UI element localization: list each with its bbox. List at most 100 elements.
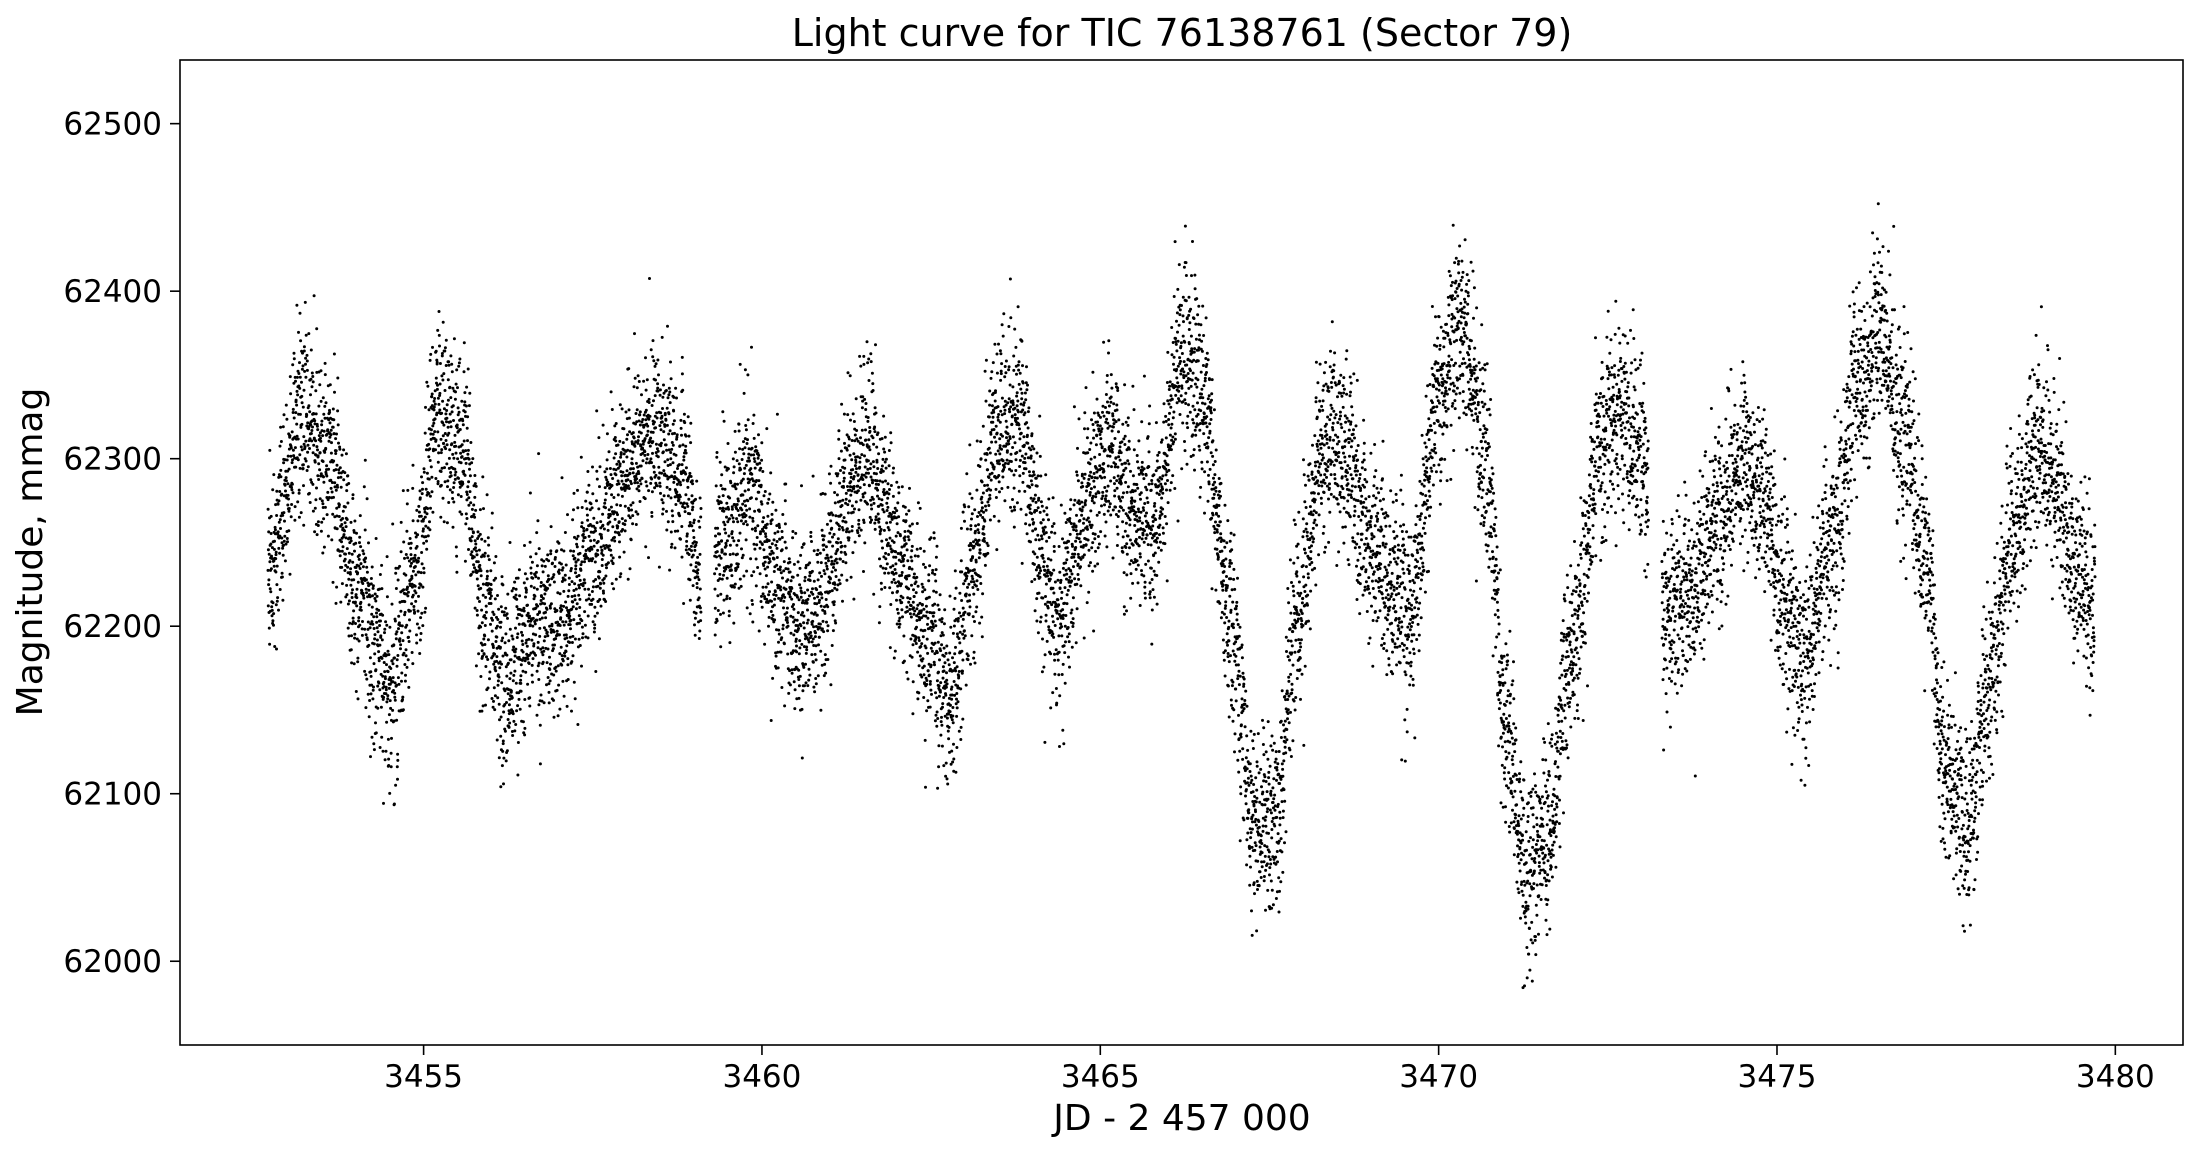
data-points <box>266 202 2097 990</box>
data-point <box>846 413 850 417</box>
data-point <box>475 549 478 553</box>
data-point <box>600 558 604 561</box>
data-point <box>849 472 853 476</box>
data-point <box>461 450 465 454</box>
data-point <box>275 489 279 493</box>
data-point <box>407 640 411 643</box>
data-point <box>541 597 545 600</box>
data-point <box>523 726 527 730</box>
data-point <box>1010 422 1014 426</box>
data-point <box>522 581 526 585</box>
data-point <box>797 684 801 688</box>
data-point <box>663 411 667 415</box>
data-point <box>802 614 806 618</box>
data-point <box>577 593 581 597</box>
data-point <box>372 748 376 752</box>
data-point <box>986 468 990 472</box>
data-point <box>944 651 948 655</box>
data-point <box>799 595 803 599</box>
data-point <box>749 557 753 561</box>
data-point <box>962 629 966 633</box>
data-point <box>369 674 373 678</box>
data-point <box>725 597 729 601</box>
data-point <box>651 355 655 359</box>
data-point <box>528 491 532 495</box>
data-point <box>748 515 752 519</box>
data-point <box>269 590 273 594</box>
data-point <box>293 505 297 509</box>
data-point <box>1017 423 1021 427</box>
data-point <box>1021 408 1025 412</box>
data-point <box>284 542 288 546</box>
data-point <box>315 533 319 537</box>
data-point <box>823 653 827 657</box>
data-point <box>454 451 458 455</box>
data-point <box>634 412 638 415</box>
data-point <box>494 640 498 643</box>
data-point <box>644 418 648 422</box>
data-point <box>873 527 877 531</box>
data-point <box>386 694 390 698</box>
data-point <box>732 471 736 475</box>
data-point <box>884 557 888 561</box>
data-point <box>719 645 723 649</box>
data-point <box>542 626 546 630</box>
data-point <box>432 405 436 409</box>
data-point <box>413 553 417 557</box>
data-point <box>628 516 632 520</box>
data-point <box>867 484 871 488</box>
data-point <box>406 585 409 589</box>
data-point <box>570 709 573 713</box>
data-point <box>910 544 914 548</box>
data-point <box>616 443 620 447</box>
data-point <box>523 572 527 576</box>
data-point <box>328 410 332 414</box>
data-point <box>807 594 811 598</box>
data-point <box>479 569 483 573</box>
data-point <box>850 458 854 462</box>
data-point <box>715 455 719 459</box>
data-point <box>778 568 782 572</box>
data-point <box>498 666 502 670</box>
data-point <box>365 565 369 569</box>
data-point <box>396 758 400 762</box>
data-point <box>884 567 888 571</box>
data-point <box>868 426 872 429</box>
data-point <box>521 650 525 654</box>
data-point <box>368 699 372 702</box>
data-point <box>619 451 623 455</box>
data-point <box>310 371 314 375</box>
data-point <box>470 461 474 465</box>
data-point <box>539 599 543 602</box>
data-point <box>340 523 344 526</box>
data-point <box>475 577 479 581</box>
data-point <box>417 510 421 514</box>
data-point <box>577 583 581 587</box>
data-point <box>364 673 368 677</box>
data-point <box>404 648 408 652</box>
data-point <box>905 512 908 516</box>
data-point <box>351 588 354 592</box>
data-point <box>295 422 299 426</box>
data-point <box>345 547 349 551</box>
data-point <box>452 337 456 341</box>
data-point <box>446 425 450 429</box>
data-point <box>799 553 803 557</box>
data-point <box>444 338 448 342</box>
data-point <box>377 659 381 663</box>
data-point <box>778 565 782 569</box>
data-point <box>568 614 572 618</box>
data-point <box>381 613 385 617</box>
data-point <box>669 377 673 381</box>
data-point <box>643 497 647 501</box>
data-point <box>579 568 583 572</box>
data-point <box>788 570 792 574</box>
data-point <box>923 588 927 592</box>
data-point <box>634 422 637 426</box>
data-point <box>355 531 358 535</box>
data-point <box>652 470 656 474</box>
data-point <box>864 428 867 432</box>
data-point <box>1011 403 1015 407</box>
data-point <box>825 564 829 568</box>
data-point <box>940 643 944 647</box>
